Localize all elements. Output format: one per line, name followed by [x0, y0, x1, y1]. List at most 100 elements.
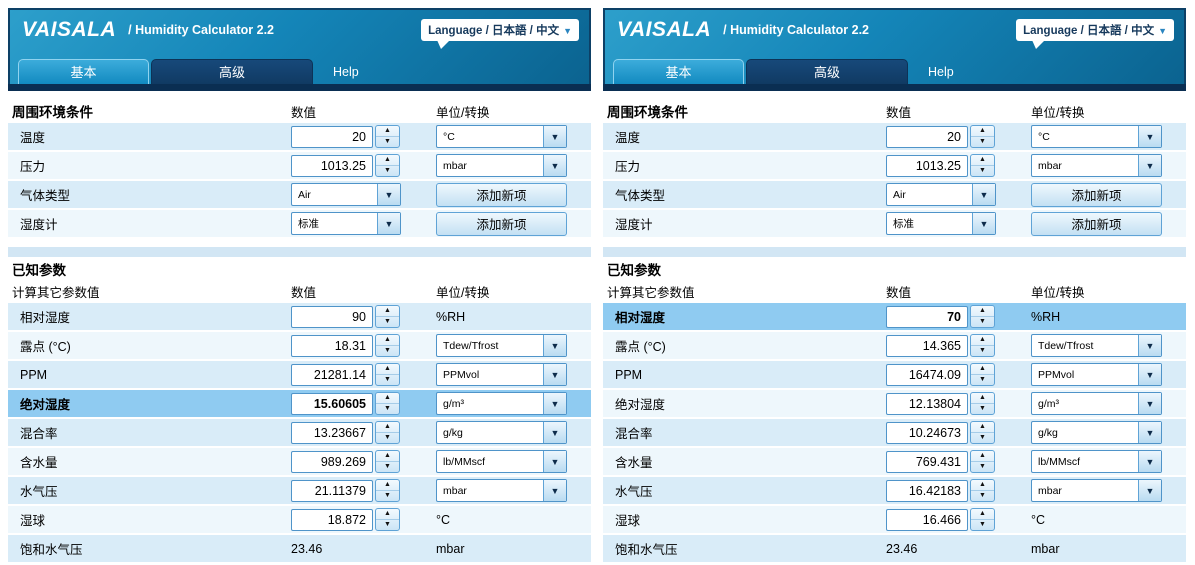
spinner[interactable]: ▲ ▼: [970, 392, 995, 415]
spinner[interactable]: ▲ ▼: [375, 508, 400, 531]
value-input[interactable]: [291, 421, 373, 444]
language-selector[interactable]: Language / 日本語 / 中文 ▼: [1016, 19, 1174, 49]
chevron-down-icon[interactable]: ▼: [543, 155, 566, 176]
tab-advanced[interactable]: 高级: [151, 59, 313, 84]
spin-down-icon[interactable]: ▼: [384, 347, 391, 354]
value-input[interactable]: [291, 125, 373, 148]
spin-down-icon[interactable]: ▼: [979, 138, 986, 145]
add-new-button[interactable]: 添加新项: [1031, 182, 1162, 207]
spin-down-icon[interactable]: ▼: [979, 167, 986, 174]
unit-dropdown[interactable]: mbar ▼: [1031, 154, 1162, 177]
value-input[interactable]: [886, 154, 968, 177]
spin-up-icon[interactable]: ▲: [376, 126, 399, 137]
value-input[interactable]: [291, 392, 373, 415]
spin-down-icon[interactable]: ▼: [979, 405, 986, 412]
spinner[interactable]: ▲ ▼: [970, 479, 995, 502]
chevron-down-icon[interactable]: ▼: [1138, 393, 1161, 414]
spin-down-icon[interactable]: ▼: [979, 376, 986, 383]
value-input[interactable]: [886, 479, 968, 502]
spin-up-icon[interactable]: ▲: [971, 480, 994, 491]
chevron-down-icon[interactable]: ▼: [1138, 364, 1161, 385]
language-selector[interactable]: Language / 日本語 / 中文 ▼: [421, 19, 579, 49]
spin-up-icon[interactable]: ▲: [376, 364, 399, 375]
spin-up-icon[interactable]: ▲: [971, 126, 994, 137]
unit-dropdown[interactable]: g/kg ▼: [1031, 421, 1162, 444]
spin-down-icon[interactable]: ▼: [979, 463, 986, 470]
unit-dropdown[interactable]: mbar ▼: [436, 154, 567, 177]
unit-dropdown[interactable]: lb/MMscf ▼: [1031, 450, 1162, 473]
hygrometer-dropdown[interactable]: 标准 ▼: [291, 212, 401, 235]
chevron-down-icon[interactable]: ▼: [543, 451, 566, 472]
chevron-down-icon[interactable]: ▼: [1138, 126, 1161, 147]
value-input[interactable]: [886, 450, 968, 473]
chevron-down-icon[interactable]: ▼: [377, 213, 400, 234]
value-input[interactable]: [886, 421, 968, 444]
help-link[interactable]: Help: [333, 65, 359, 79]
spinner[interactable]: ▲ ▼: [970, 450, 995, 473]
spinner[interactable]: ▲ ▼: [375, 450, 400, 473]
spinner[interactable]: ▲ ▼: [375, 421, 400, 444]
spin-down-icon[interactable]: ▼: [384, 521, 391, 528]
spinner[interactable]: ▲ ▼: [375, 479, 400, 502]
chevron-down-icon[interactable]: ▼: [543, 422, 566, 443]
unit-dropdown[interactable]: mbar ▼: [436, 479, 567, 502]
spin-up-icon[interactable]: ▲: [376, 393, 399, 404]
unit-dropdown[interactable]: lb/MMscf ▼: [436, 450, 567, 473]
chevron-down-icon[interactable]: ▼: [543, 393, 566, 414]
add-new-button[interactable]: 添加新项: [436, 211, 567, 236]
hygrometer-dropdown[interactable]: 标准 ▼: [886, 212, 996, 235]
spin-up-icon[interactable]: ▲: [376, 335, 399, 346]
chevron-down-icon[interactable]: ▼: [1138, 422, 1161, 443]
chevron-down-icon[interactable]: ▼: [543, 480, 566, 501]
value-input[interactable]: [886, 508, 968, 531]
help-link[interactable]: Help: [928, 65, 954, 79]
spin-up-icon[interactable]: ▲: [971, 364, 994, 375]
gas-type-dropdown[interactable]: Air ▼: [886, 183, 996, 206]
spin-down-icon[interactable]: ▼: [979, 434, 986, 441]
spin-up-icon[interactable]: ▲: [971, 509, 994, 520]
unit-dropdown[interactable]: PPMvol ▼: [436, 363, 567, 386]
spinner[interactable]: ▲ ▼: [970, 305, 995, 328]
value-input[interactable]: [291, 479, 373, 502]
spin-down-icon[interactable]: ▼: [384, 405, 391, 412]
chevron-down-icon[interactable]: ▼: [1138, 155, 1161, 176]
spin-up-icon[interactable]: ▲: [971, 155, 994, 166]
spinner[interactable]: ▲ ▼: [970, 508, 995, 531]
spin-down-icon[interactable]: ▼: [384, 167, 391, 174]
spin-down-icon[interactable]: ▼: [979, 521, 986, 528]
unit-dropdown[interactable]: g/kg ▼: [436, 421, 567, 444]
chevron-down-icon[interactable]: ▼: [543, 364, 566, 385]
spinner[interactable]: ▲ ▼: [375, 334, 400, 357]
unit-dropdown[interactable]: °C ▼: [436, 125, 567, 148]
value-input[interactable]: [886, 392, 968, 415]
value-input[interactable]: [886, 334, 968, 357]
spin-down-icon[interactable]: ▼: [979, 318, 986, 325]
chevron-down-icon[interactable]: ▼: [972, 184, 995, 205]
unit-dropdown[interactable]: g/m³ ▼: [436, 392, 567, 415]
chevron-down-icon[interactable]: ▼: [377, 184, 400, 205]
spin-up-icon[interactable]: ▲: [971, 335, 994, 346]
spin-down-icon[interactable]: ▼: [384, 138, 391, 145]
spinner[interactable]: ▲ ▼: [970, 334, 995, 357]
spinner[interactable]: ▲ ▼: [970, 125, 995, 148]
spin-down-icon[interactable]: ▼: [384, 318, 391, 325]
value-input[interactable]: [291, 334, 373, 357]
spin-up-icon[interactable]: ▲: [376, 451, 399, 462]
gas-type-dropdown[interactable]: Air ▼: [291, 183, 401, 206]
chevron-down-icon[interactable]: ▼: [1138, 451, 1161, 472]
spin-down-icon[interactable]: ▼: [979, 347, 986, 354]
chevron-down-icon[interactable]: ▼: [1138, 480, 1161, 501]
value-input[interactable]: [291, 154, 373, 177]
value-input[interactable]: [291, 305, 373, 328]
unit-dropdown[interactable]: g/m³ ▼: [1031, 392, 1162, 415]
spinner[interactable]: ▲ ▼: [375, 363, 400, 386]
value-input[interactable]: [291, 450, 373, 473]
spin-up-icon[interactable]: ▲: [376, 422, 399, 433]
spin-down-icon[interactable]: ▼: [384, 376, 391, 383]
tab-advanced[interactable]: 高级: [746, 59, 908, 84]
chevron-down-icon[interactable]: ▼: [543, 126, 566, 147]
chevron-down-icon[interactable]: ▼: [543, 335, 566, 356]
spinner[interactable]: ▲ ▼: [375, 392, 400, 415]
chevron-down-icon[interactable]: ▼: [972, 213, 995, 234]
unit-dropdown[interactable]: Tdew/Tfrost ▼: [436, 334, 567, 357]
